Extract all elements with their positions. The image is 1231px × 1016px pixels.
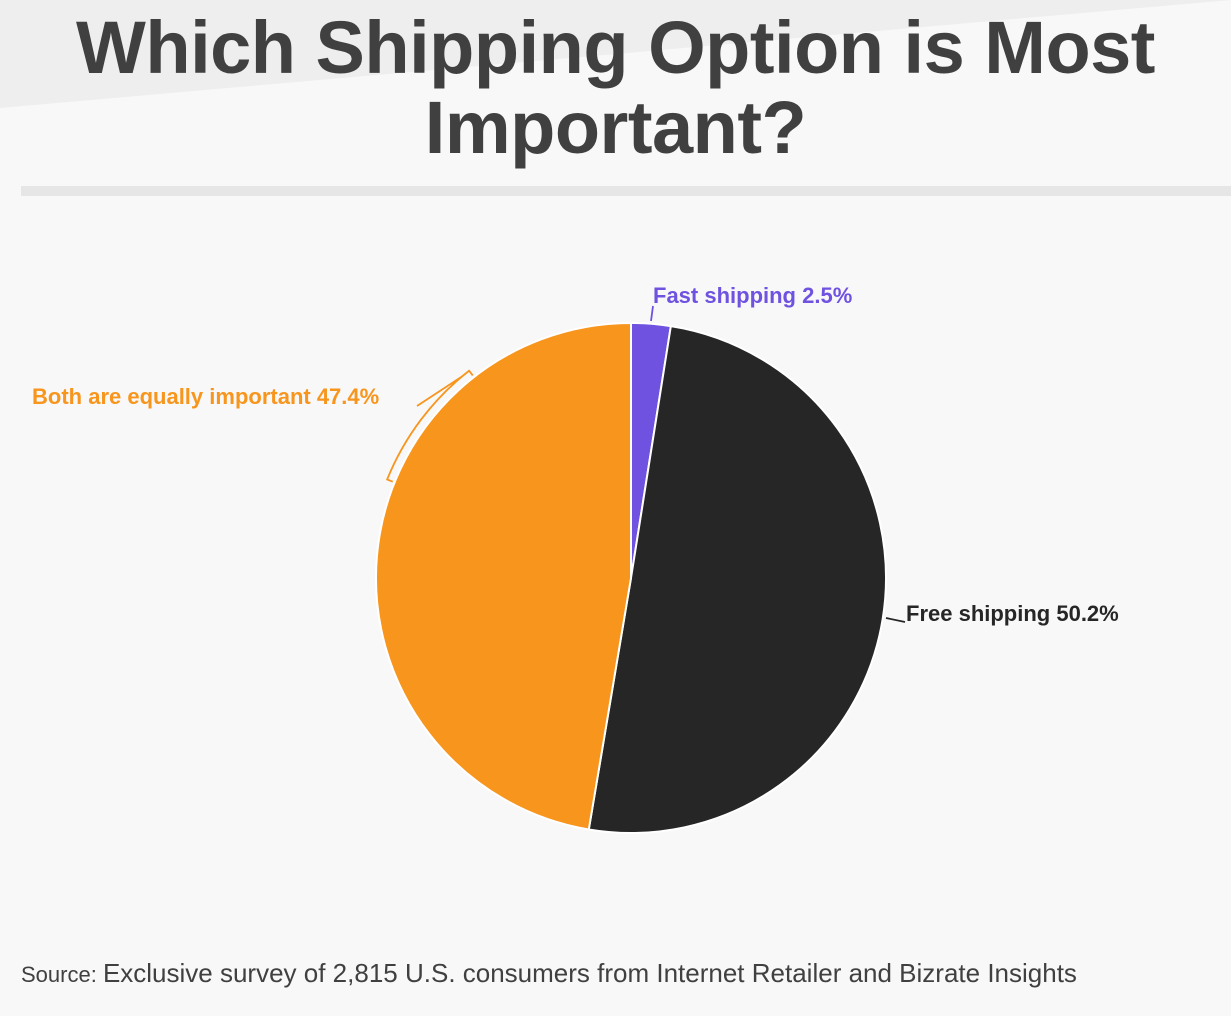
label-fast-shipping: Fast shipping 2.5% xyxy=(653,283,852,308)
leader-fast-shipping xyxy=(650,305,654,322)
leader-both-equally-important xyxy=(385,369,474,483)
source-text: Exclusive survey of 2,815 U.S. consumers… xyxy=(102,958,1077,988)
slice-both-equally-important xyxy=(375,322,632,831)
slice-free-shipping xyxy=(587,325,887,834)
leader-free-shipping xyxy=(885,617,906,623)
source-note: Source: Exclusive survey of 2,815 U.S. c… xyxy=(21,958,1077,989)
title-divider xyxy=(21,186,1231,196)
chart-title: Which Shipping Option is Most Important? xyxy=(76,6,1155,169)
source-label: Source: xyxy=(21,962,103,987)
label-both-equally-important: Both are equally important 47.4% xyxy=(32,384,379,409)
label-free-shipping: Free shipping 50.2% xyxy=(906,601,1119,626)
